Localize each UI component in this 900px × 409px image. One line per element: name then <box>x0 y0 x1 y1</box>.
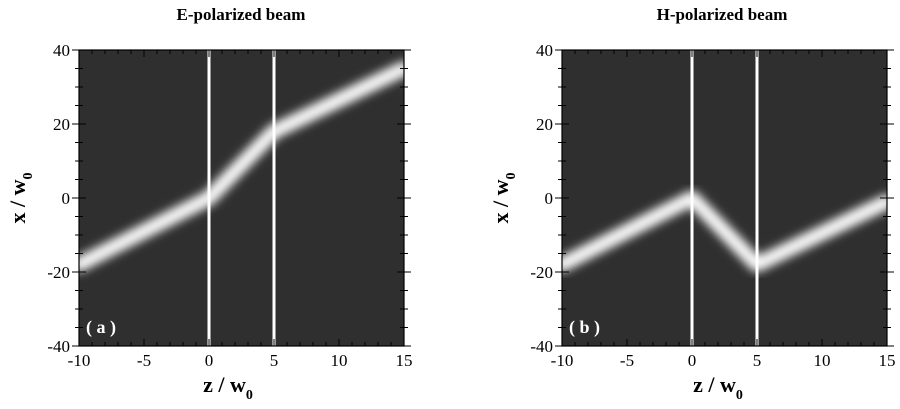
y-tick-label: -20 <box>47 263 70 282</box>
y-tick-label: 20 <box>53 115 70 134</box>
x-tick-label: 10 <box>814 351 831 370</box>
x-tick-label: -10 <box>551 351 574 370</box>
x-tick-label: 5 <box>270 351 279 370</box>
y-tick-label: -20 <box>530 263 553 282</box>
x-tick-label: 5 <box>753 351 762 370</box>
panel-e-polarized: E-polarized beam -10 -5 0 5 10 15 -40 -20 0 20 40… <box>5 5 413 403</box>
interface-lines <box>690 50 759 346</box>
y-axis-ticks: -40 -20 0 20 40 <box>530 41 894 356</box>
y-tick-label: 20 <box>536 115 553 134</box>
interface-lines <box>207 50 276 346</box>
x-tick-label: -10 <box>68 351 91 370</box>
panel-h-polarized: H-polarized beam -10 -5 0 5 10 15 -40 -20 0 20 40… <box>488 5 896 403</box>
x-tick-label: 10 <box>331 351 348 370</box>
y-tick-label: 40 <box>53 41 70 60</box>
x-axis-label: z / w0 <box>203 372 253 403</box>
y-axis-ticks: -40 -20 0 20 40 <box>47 41 411 356</box>
chart-title: E-polarized beam <box>177 5 306 24</box>
beam-core <box>79 66 404 267</box>
x-tick-label: 0 <box>688 351 697 370</box>
x-tick-label: -5 <box>620 351 634 370</box>
x-axis-ticks: -10 -5 0 5 10 15 <box>551 50 896 370</box>
y-axis-label: x / w0 <box>488 173 519 224</box>
x-tick-label: 15 <box>396 351 413 370</box>
plot-area <box>562 50 887 346</box>
y-axis-label: x / w0 <box>5 173 36 224</box>
x-axis-ticks: -10 -5 0 5 10 15 <box>68 50 413 370</box>
y-tick-label: 0 <box>62 189 71 208</box>
panel-label: ( b ) <box>569 317 600 338</box>
y-tick-label: 0 <box>545 189 554 208</box>
x-axis-label: z / w0 <box>693 372 743 403</box>
y-tick-label: -40 <box>530 337 553 356</box>
y-tick-label: 40 <box>536 41 553 60</box>
beam-core <box>562 196 887 267</box>
panel-label: ( a ) <box>86 317 116 338</box>
chart-title: H-polarized beam <box>657 5 788 24</box>
x-tick-label: 0 <box>205 351 214 370</box>
y-tick-label: -40 <box>47 337 70 356</box>
x-tick-label: -5 <box>137 351 151 370</box>
x-tick-label: 15 <box>879 351 896 370</box>
